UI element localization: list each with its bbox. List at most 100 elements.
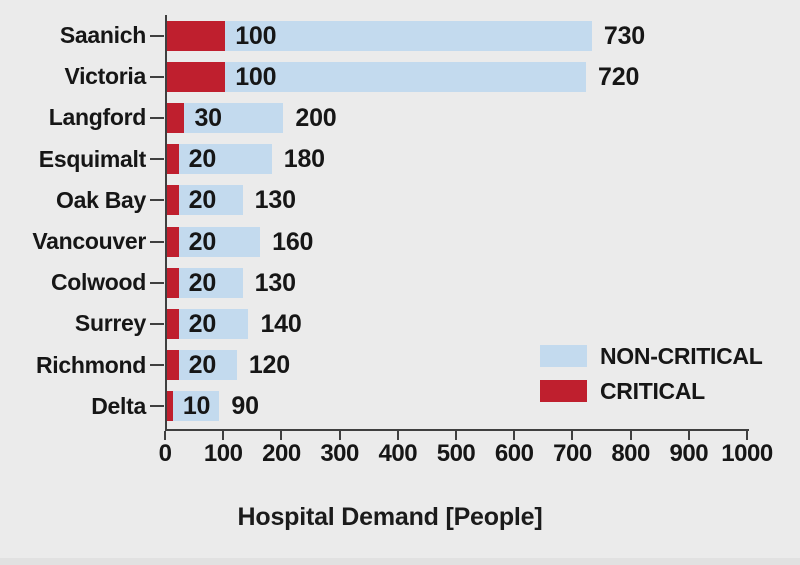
category-label: Esquimalt <box>38 145 147 172</box>
y-tick <box>150 116 164 119</box>
x-tick <box>396 431 399 440</box>
legend-swatch-noncritical <box>540 345 587 367</box>
x-tick-label: 800 <box>611 440 650 467</box>
category-label: Colwood <box>51 269 146 296</box>
y-tick <box>150 199 164 202</box>
x-tick-label: 400 <box>378 440 418 467</box>
bar-row: Saanich 100 730 <box>60 15 749 56</box>
critical-value-label: 20 <box>188 268 217 297</box>
category-label: Delta <box>91 392 146 419</box>
critical-bar <box>167 61 226 92</box>
category-label: Langford <box>48 104 147 131</box>
noncritical-bar <box>167 308 249 339</box>
noncritical-value-label: 120 <box>248 351 290 380</box>
critical-bar <box>167 226 179 257</box>
bar-row: Oak Bay 20 130 <box>56 180 749 221</box>
noncritical-value-label: 730 <box>603 21 645 50</box>
y-tick <box>150 322 164 325</box>
x-tick <box>164 431 166 440</box>
critical-value-label: 20 <box>188 186 217 215</box>
noncritical-bar <box>167 20 592 51</box>
x-tick <box>455 431 457 440</box>
bar-row: Delta 10 90 <box>91 386 749 427</box>
y-tick <box>150 34 164 37</box>
legend-item: NON-CRITICAL <box>540 342 763 369</box>
legend-swatch-critical <box>540 380 587 402</box>
x-tick <box>222 431 225 440</box>
x-tick-label: 700 <box>553 440 592 467</box>
critical-bar <box>167 20 226 51</box>
y-tick <box>150 75 164 78</box>
x-tick-label: 900 <box>669 440 709 467</box>
y-tick <box>150 405 164 408</box>
category-label: Saanich <box>59 22 146 48</box>
noncritical-bar <box>167 226 261 257</box>
x-tick-label: 100 <box>203 440 243 467</box>
x-tick-label: 500 <box>436 440 476 467</box>
noncritical-bar <box>167 102 284 133</box>
critical-bar <box>167 350 179 381</box>
bar-row: Colwood 20 130 <box>51 262 749 303</box>
critical-value-label: 30 <box>194 103 222 132</box>
critical-bar <box>167 308 179 339</box>
critical-value-label: 20 <box>188 309 217 338</box>
category-label: Richmond <box>35 351 146 378</box>
noncritical-bar <box>167 185 243 216</box>
x-tick-label: 600 <box>494 440 534 467</box>
noncritical-value-label: 160 <box>272 227 314 256</box>
x-tick <box>571 431 574 440</box>
critical-value-label: 10 <box>182 392 211 421</box>
critical-value-label: 20 <box>188 145 217 174</box>
critical-bar <box>167 391 173 422</box>
noncritical-value-label: 130 <box>254 268 296 297</box>
chart-title: Hospital Demand [People] <box>237 503 543 531</box>
bar-row: Vancouver 20 160 <box>32 221 749 262</box>
x-tick-label: 200 <box>262 440 301 467</box>
critical-value-label: 20 <box>188 227 217 256</box>
category-label: Surrey <box>74 310 146 337</box>
x-tick-label: 0 <box>158 440 172 467</box>
category-label: Vancouver <box>32 227 146 254</box>
critical-bar <box>167 267 179 298</box>
bar-row: Esquimalt 20 180 <box>39 139 749 180</box>
noncritical-value-label: 180 <box>283 145 325 174</box>
critical-bar <box>167 185 179 216</box>
x-tick <box>629 431 632 440</box>
category-label: Victoria <box>64 63 146 90</box>
critical-value-label: 20 <box>188 351 217 380</box>
critical-value-label: 100 <box>235 21 277 50</box>
x-tick <box>513 431 516 440</box>
noncritical-bar <box>167 144 272 175</box>
plot-area: Saanich 100 730 Victoria 100 720 Langford 30 200… <box>32 15 749 431</box>
x-tick <box>338 431 341 440</box>
y-tick <box>150 240 164 243</box>
legend-label: NON-CRITICAL <box>600 342 763 369</box>
noncritical-bar <box>167 391 220 422</box>
bar-row: Surrey 20 140 <box>75 303 749 344</box>
noncritical-bar <box>167 267 243 298</box>
x-axis: 0 100 200 300 400 500 600 700 800 900 1000 <box>159 431 773 481</box>
critical-bar <box>167 144 179 175</box>
x-tick <box>687 431 690 440</box>
x-tick <box>280 431 283 440</box>
category-label: Oak Bay <box>56 186 146 213</box>
legend-label: CRITICAL <box>600 377 705 404</box>
y-tick <box>150 158 164 161</box>
y-tick <box>150 364 164 367</box>
critical-bar <box>167 102 185 133</box>
y-tick <box>150 281 164 284</box>
noncritical-value-label: 720 <box>598 62 640 91</box>
noncritical-bar <box>167 350 237 381</box>
bar-row: Langford 30 200 <box>49 97 749 138</box>
noncritical-value-label: 200 <box>295 103 337 132</box>
bar-row: Victoria 100 720 <box>64 56 749 97</box>
noncritical-bar <box>167 61 587 92</box>
noncritical-value-label: 140 <box>260 309 302 338</box>
noncritical-value-label: 90 <box>231 392 259 421</box>
x-tick-label: 300 <box>320 440 359 467</box>
x-tick-label: 1000 <box>721 440 773 467</box>
bar-row: Richmond 20 120 <box>36 345 749 386</box>
critical-value-label: 100 <box>235 62 277 91</box>
legend-item: CRITICAL <box>540 377 763 404</box>
